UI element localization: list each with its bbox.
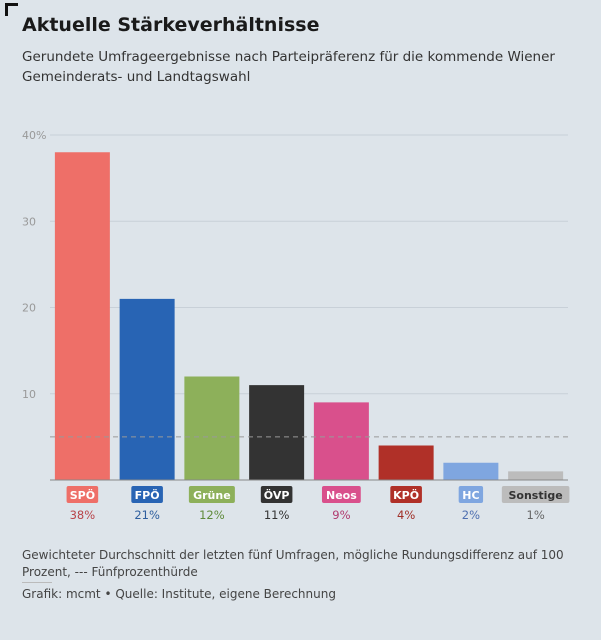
category-label: Sonstige (509, 489, 563, 502)
value-label: 12% (199, 508, 225, 522)
bar-ÖVP (249, 385, 305, 480)
category-label: Neos (326, 489, 357, 502)
category-label: Grüne (193, 489, 231, 502)
bar-Grüne (184, 376, 240, 480)
y-tick-label: 30 (22, 215, 36, 228)
value-label: 9% (332, 508, 350, 522)
category-badge (458, 486, 484, 503)
value-label: 4% (397, 508, 415, 522)
value-label: 2% (462, 508, 480, 522)
category-badge (66, 486, 99, 503)
category-label: HC (462, 489, 479, 502)
chart-title: Aktuelle Stärkeverhältnisse (22, 14, 320, 36)
bar-HC (443, 462, 499, 480)
value-label: 21% (134, 508, 160, 522)
category-badge (131, 486, 163, 503)
category-label: ÖVP (264, 488, 290, 502)
chart-note: Gewichteter Durchschnitt der letzten fün… (22, 548, 564, 579)
bar-Neos (313, 402, 369, 480)
category-badge (260, 486, 293, 503)
value-label: 38% (70, 508, 96, 522)
bar-chart: 10 20 30 40% SPÖ 38% FPÖ 21% Grüne 12% ÖVP 11% Neos 9… (22, 129, 570, 522)
category-badge (501, 486, 570, 503)
bar-Sonstige (508, 471, 564, 480)
category-label: KPÖ (393, 488, 419, 502)
category-badge (188, 486, 235, 503)
value-label: 11% (264, 508, 290, 522)
category-badge (390, 486, 422, 503)
value-label: 1% (527, 508, 545, 522)
bar-KPÖ (378, 445, 434, 480)
divider (22, 582, 52, 583)
chart-subtitle: Gerundete Umfrageergebnisse nach Parteip… (22, 49, 555, 85)
chart-credit: Grafik: mcmt • Quelle: Institute, eigene… (22, 587, 336, 601)
category-label: FPÖ (135, 488, 160, 502)
category-badge (321, 486, 361, 503)
category-label: SPÖ (70, 488, 95, 502)
y-tick-label: 40% (22, 129, 46, 142)
y-tick-label: 10 (22, 388, 36, 401)
y-tick-label: 20 (22, 302, 36, 315)
bar-SPÖ (54, 152, 110, 480)
bar-FPÖ (119, 298, 175, 480)
corner-mark (5, 3, 18, 16)
